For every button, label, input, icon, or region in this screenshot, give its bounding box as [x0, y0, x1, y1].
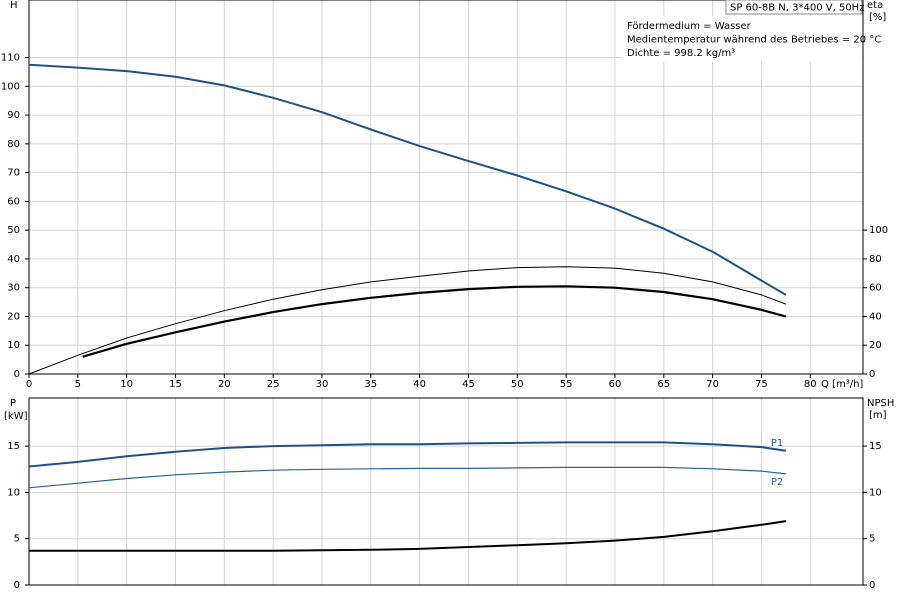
y2-tick-label: 0	[869, 369, 875, 380]
y2-tick-label: 80	[869, 254, 882, 265]
annotation: Dichte = 998.2 kg/m³	[627, 48, 735, 59]
curve	[28, 466, 786, 489]
title-box	[725, 0, 863, 15]
y2-tick-label: 100	[869, 225, 888, 236]
y-axis-label: H	[10, 0, 18, 11]
y2-tick-label: 40	[869, 311, 882, 322]
x-tick-label: 10	[120, 379, 133, 390]
y2-tick-label: 15	[869, 441, 882, 452]
y-tick-label: 70	[7, 168, 20, 179]
series-label: P2	[771, 477, 783, 488]
y2-axis-unit: [%]	[869, 12, 886, 23]
x-tick-label: 55	[560, 379, 573, 390]
y2-tick-label: 0	[869, 580, 875, 591]
y2-tick-label: 60	[869, 283, 882, 294]
x-tick-label: 30	[316, 379, 329, 390]
y-tick-label: 0	[14, 580, 20, 591]
y-tick-label: 110	[1, 53, 20, 64]
curve	[28, 441, 787, 468]
annotation-box	[622, 16, 862, 62]
chart-title: SP 60-8B N, 3*400 V, 50Hz	[730, 3, 864, 14]
curve	[28, 63, 787, 296]
y-tick-label: 40	[7, 254, 20, 265]
curve	[28, 266, 787, 375]
y2-axis-label: eta	[867, 0, 883, 11]
annotation: Fördermedium = Wasser	[627, 21, 752, 32]
plot-frame	[28, 0, 864, 375]
x-tick-label: 5	[75, 379, 81, 390]
x-tick-label: 80	[804, 379, 817, 390]
y-tick-label: 30	[7, 283, 20, 294]
y-tick-label: 10	[7, 340, 20, 351]
y-tick-label: 20	[7, 311, 20, 322]
y-tick-label: 10	[7, 487, 20, 498]
series-label: P1	[771, 438, 783, 449]
y-axis-label: P	[10, 398, 16, 409]
y2-tick-label: 20	[869, 340, 882, 351]
x-tick-label: 15	[169, 379, 182, 390]
x-tick-label: 60	[609, 379, 622, 390]
x-axis-label: Q [m³/h]	[821, 379, 863, 390]
y-tick-label: 5	[14, 534, 20, 545]
x-tick-label: 35	[364, 379, 377, 390]
x-tick-label: 75	[755, 379, 768, 390]
y-tick-label: 50	[7, 225, 20, 236]
x-tick-label: 0	[26, 379, 32, 390]
x-tick-label: 20	[218, 379, 231, 390]
x-tick-label: 40	[413, 379, 426, 390]
plot-frame	[28, 397, 864, 586]
y-tick-label: 90	[7, 110, 20, 121]
x-tick-label: 45	[462, 379, 475, 390]
y-tick-label: 15	[7, 441, 20, 452]
y-tick-label: 60	[7, 196, 20, 207]
y2-tick-label: 10	[869, 487, 882, 498]
y2-axis-label: NPSH	[867, 398, 894, 409]
y2-tick-label: 5	[869, 534, 875, 545]
x-tick-label: 50	[511, 379, 524, 390]
curve	[29, 520, 787, 552]
curve	[82, 285, 787, 358]
y-tick-label: 100	[1, 81, 20, 92]
y2-axis-unit: [m]	[869, 410, 887, 421]
y-axis-unit: [kW]	[4, 411, 28, 422]
y-tick-label: 80	[7, 139, 20, 150]
annotation: Medientemperatur während des Betriebes =…	[627, 35, 881, 46]
y-tick-label: 0	[14, 369, 20, 380]
x-tick-label: 25	[267, 379, 280, 390]
x-tick-label: 65	[657, 379, 670, 390]
x-tick-label: 70	[706, 379, 719, 390]
